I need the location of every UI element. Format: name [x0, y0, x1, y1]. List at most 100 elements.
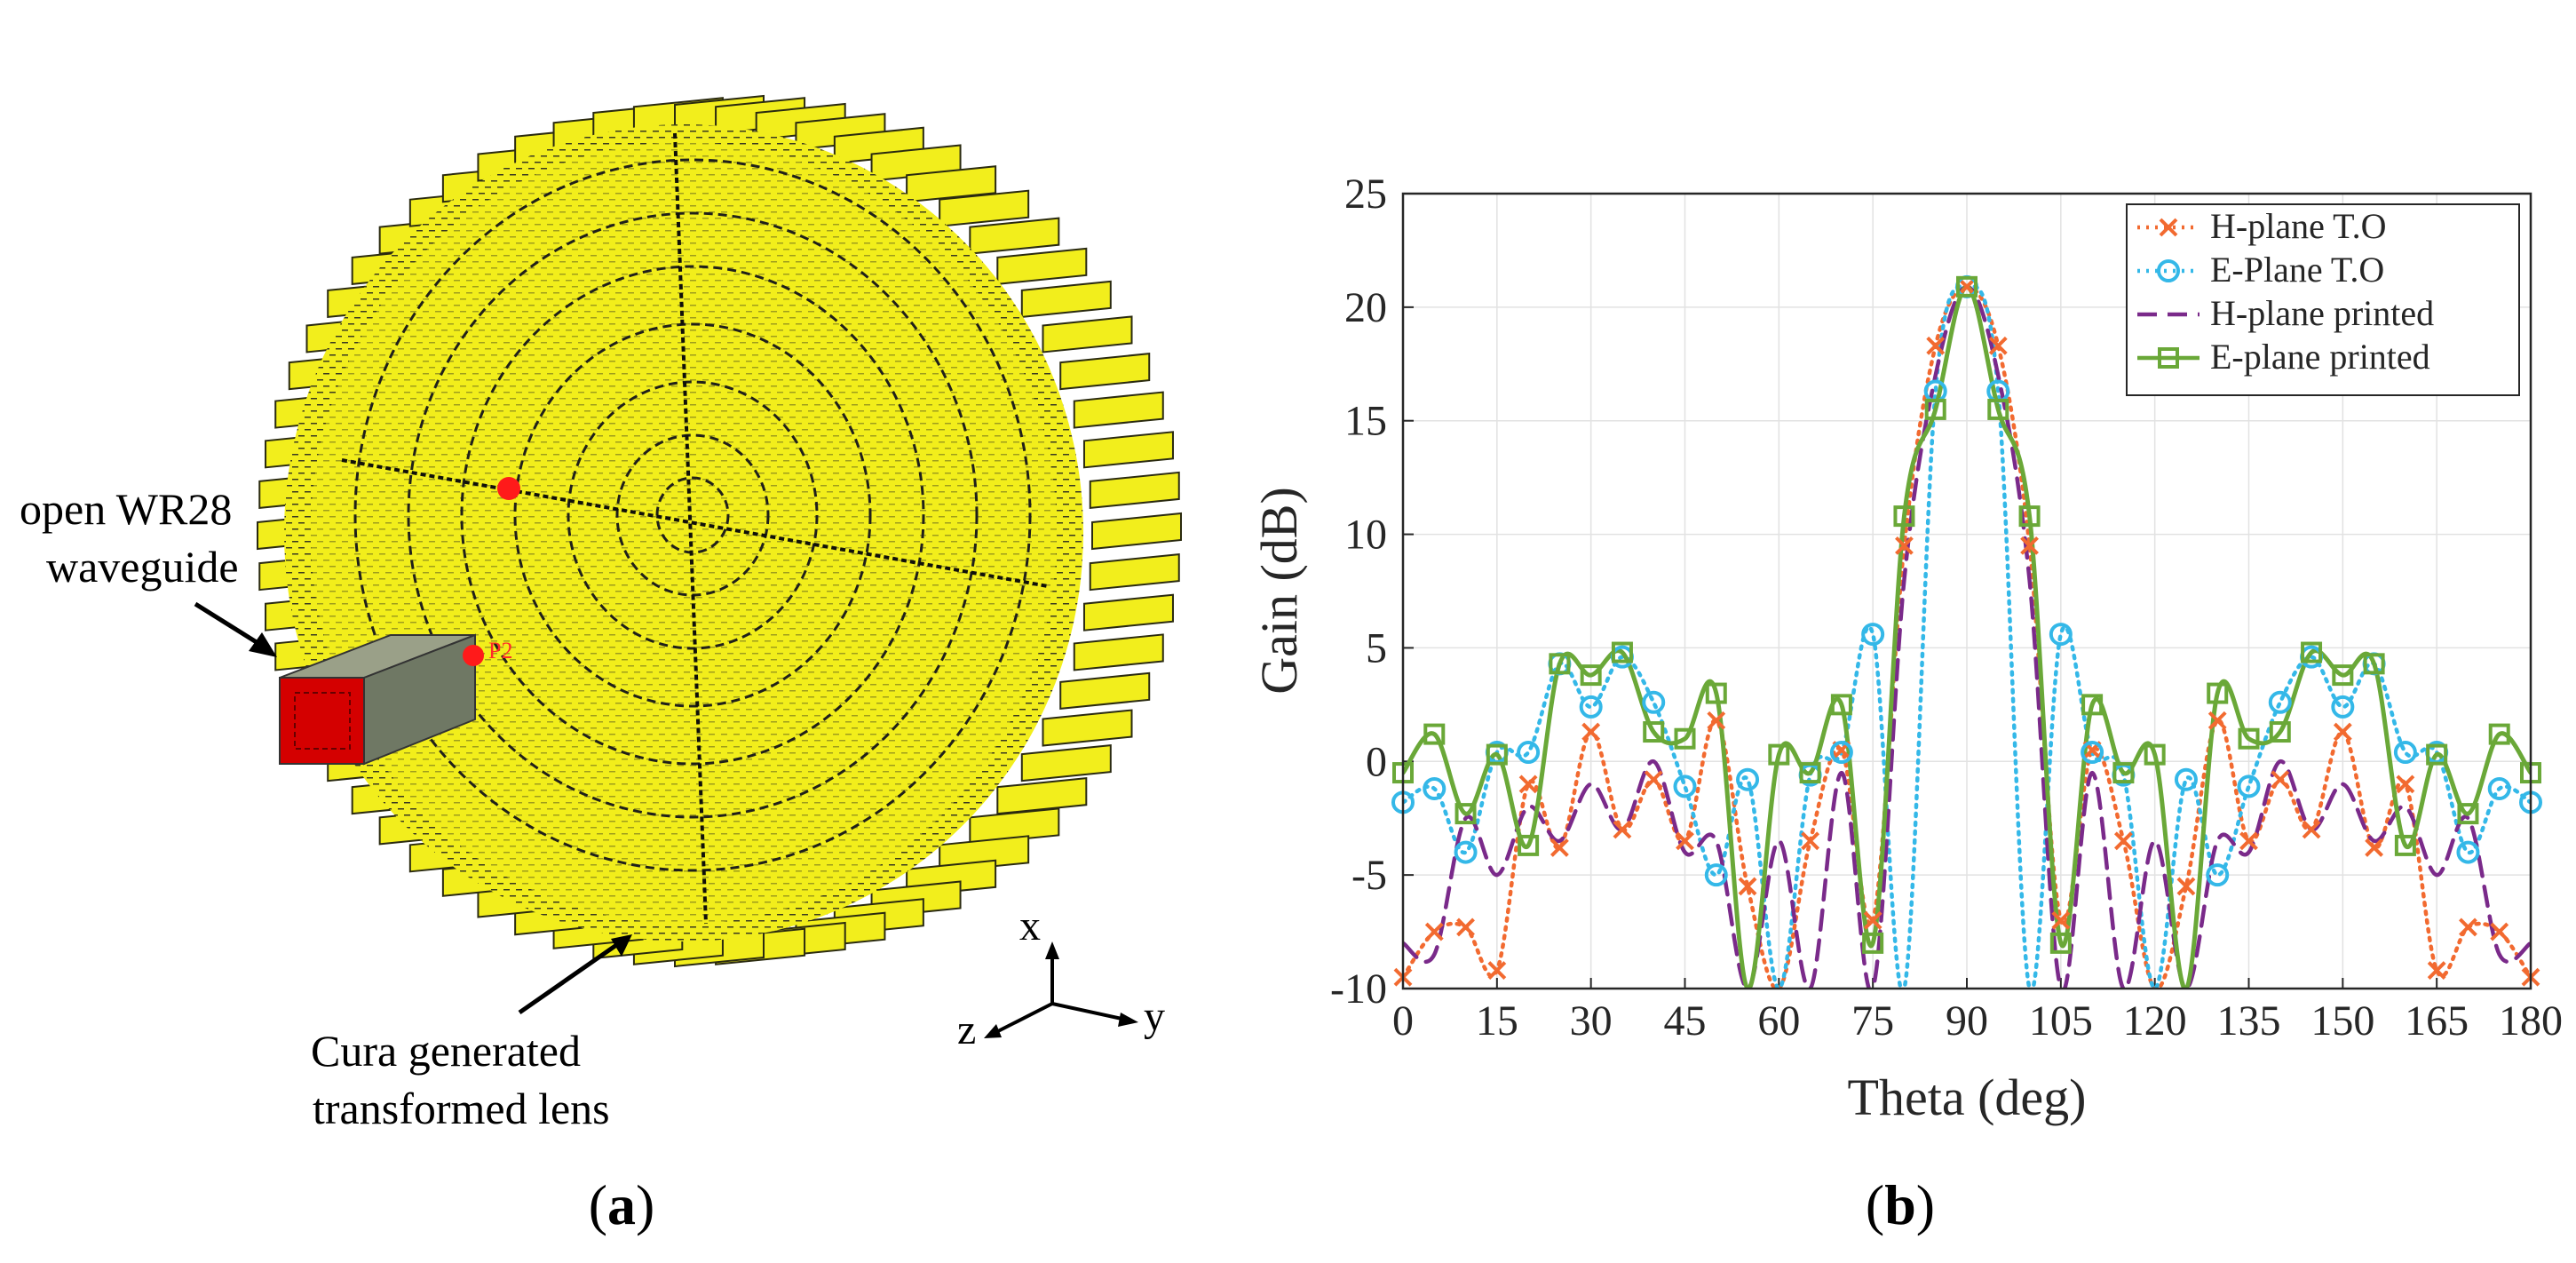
legend-entry-label: H-plane printed	[2210, 293, 2434, 333]
waveguide-label-line1: open WR28	[20, 484, 232, 534]
data-point-marker	[1579, 695, 1603, 719]
data-point-marker	[1487, 961, 1507, 980]
data-point-marker	[2426, 743, 2448, 766]
data-point-marker	[1456, 917, 1475, 937]
lens-axis-lines	[341, 132, 1049, 925]
data-point-marker	[1707, 711, 1726, 730]
data-point-marker	[2393, 741, 2417, 765]
data-point-marker	[2018, 505, 2041, 528]
lens-label-line1: Cura generated	[311, 1026, 581, 1076]
data-point-marker	[2051, 910, 2071, 930]
data-point-marker	[1863, 910, 1882, 930]
y-tick-label: 0	[1366, 738, 1387, 785]
lens-rim-segment	[996, 777, 1088, 815]
data-point-marker	[2239, 831, 2258, 851]
data-point-marker	[1454, 803, 1477, 825]
data-point-marker	[1988, 336, 2008, 355]
data-point-marker	[2271, 770, 2290, 790]
data-point-marker	[2394, 834, 2416, 856]
plot-frame	[1401, 192, 2532, 990]
data-point-marker	[2331, 695, 2355, 719]
chart-legend: H-plane T.OE-Plane T.OH-plane printedE-p…	[2126, 203, 2520, 396]
data-point-marker	[2456, 840, 2480, 864]
data-point-marker	[2237, 774, 2261, 798]
data-point-marker	[2020, 536, 2039, 555]
lens-rim-segment	[969, 807, 1060, 846]
lens-rim-segment	[1073, 633, 1164, 671]
data-point-marker	[2206, 863, 2230, 887]
data-point-marker	[2174, 767, 2198, 791]
axis-z-label: z	[957, 1006, 976, 1053]
x-tick-label: 0	[1392, 997, 1414, 1045]
lens-label-line2: transformed lens	[313, 1084, 610, 1133]
x-tick-label: 120	[2123, 997, 2187, 1045]
data-point-marker	[1486, 743, 1508, 766]
lens-rim-segment	[1082, 431, 1174, 469]
data-point-marker	[1518, 774, 1538, 794]
y-tick-label: 20	[1344, 284, 1387, 331]
data-point-marker	[1644, 770, 1663, 790]
axis-x-label: x	[1019, 902, 1041, 949]
x-tick-label: 60	[1757, 997, 1800, 1045]
data-point-marker	[1799, 762, 1821, 784]
legend-marker	[2158, 347, 2179, 369]
y-tick-label: 10	[1344, 512, 1387, 559]
data-point-marker	[1926, 336, 1946, 355]
data-point-marker	[1454, 840, 1478, 864]
data-point-marker	[1895, 536, 1914, 555]
lens-rim-segment	[939, 835, 1030, 873]
lens-rim-segment	[939, 189, 1030, 227]
data-point-marker	[1424, 922, 1444, 941]
data-point-marker	[1829, 741, 1853, 765]
x-tick-label: 45	[1664, 997, 1707, 1045]
panel-b-label: (b)	[1866, 1173, 1935, 1236]
coordinate-axes	[984, 941, 1138, 1038]
y-tick-label: 5	[1366, 624, 1387, 671]
data-point-marker	[1423, 723, 1446, 745]
data-point-marker	[1549, 653, 1571, 675]
data-point-marker	[1674, 727, 1696, 750]
data-point-marker	[2049, 932, 2072, 954]
y-tick-label: 15	[1344, 398, 1387, 445]
data-point-marker	[1642, 690, 1666, 714]
waveguide-arrow	[194, 601, 277, 657]
x-tick-label: 150	[2310, 997, 2374, 1045]
lens-rim-segment	[996, 247, 1088, 285]
x-tick-label: 135	[2217, 997, 2281, 1045]
data-point-marker	[2269, 721, 2291, 743]
data-point-marker	[1673, 774, 1697, 798]
data-point-marker	[2049, 623, 2073, 647]
lens-rim-segment	[1073, 391, 1164, 429]
lens-rim-segment	[1089, 552, 1180, 592]
lens-rim-segment	[1059, 671, 1151, 710]
lens-arrow	[518, 934, 632, 1015]
legend-marker	[2157, 259, 2180, 282]
axis-y-label: y	[1144, 993, 1165, 1040]
lens-face	[311, 142, 1057, 924]
data-point-marker	[2176, 877, 2196, 896]
data-point-marker	[1518, 834, 1540, 856]
x-axis-label: Theta (deg)	[1848, 1068, 2087, 1126]
data-point-marker	[1611, 641, 1633, 663]
data-point-marker	[1893, 505, 1915, 528]
port-marker	[463, 645, 484, 666]
lens-rim-segment	[1020, 744, 1112, 782]
data-point-marker	[1924, 398, 1946, 420]
lens-rim-segment	[1042, 315, 1133, 353]
data-point-marker	[2207, 682, 2229, 704]
y-tick-label: -10	[1330, 965, 1387, 1013]
data-point-marker	[1861, 623, 1885, 647]
data-point-marker	[1676, 831, 1694, 851]
data-point-marker	[2488, 723, 2510, 745]
waveguide	[279, 633, 476, 766]
data-point-marker	[1862, 932, 1884, 954]
x-tick-label: 180	[2499, 997, 2563, 1045]
data-point-marker	[1736, 767, 1760, 791]
panel-a-illustration: P2 open WR28 waveguide Cura generated tr…	[20, 94, 1182, 1236]
data-point-marker	[1768, 743, 1790, 766]
lens-rim-segment	[1091, 512, 1182, 551]
lens-rim-segment	[1082, 593, 1174, 632]
data-point-marker	[2457, 803, 2479, 825]
data-point-marker	[2427, 961, 2446, 980]
